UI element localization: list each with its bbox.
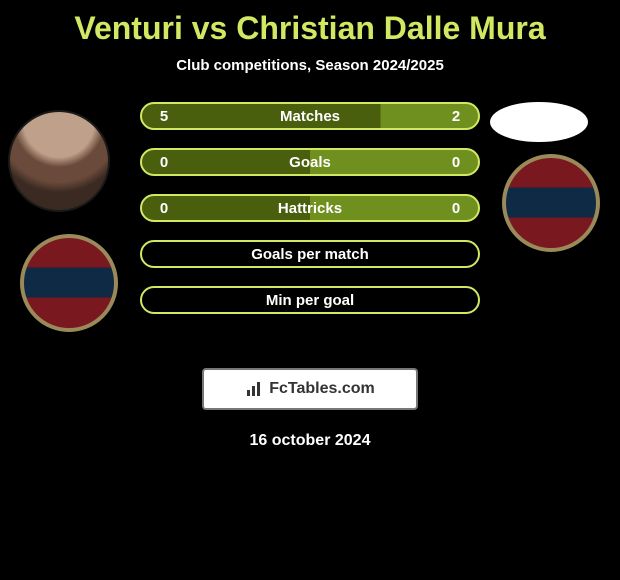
stat-row: 5 Matches 2 — [140, 102, 480, 130]
left-club-badge — [20, 234, 118, 332]
stat-label: Goals — [186, 154, 434, 171]
stat-row: Min per goal — [140, 286, 480, 314]
chart-icon — [245, 380, 263, 398]
branding-text: FcTables.com — [269, 380, 375, 398]
comparison-stage: 5 Matches 2 0 Goals 0 0 Hattricks 0 Goal… — [0, 102, 620, 362]
branding-box: FcTables.com — [202, 368, 418, 410]
right-club-badge — [502, 154, 600, 252]
stat-bars: 5 Matches 2 0 Goals 0 0 Hattricks 0 Goal… — [140, 102, 480, 332]
stat-label: Matches — [186, 108, 434, 125]
stat-label: Min per goal — [142, 292, 478, 309]
stat-left-value: 5 — [142, 108, 186, 125]
left-player-photo — [8, 110, 110, 212]
stat-right-value: 0 — [434, 200, 478, 217]
stat-label: Hattricks — [186, 200, 434, 217]
right-player-placeholder — [490, 102, 588, 142]
stat-left-value: 0 — [142, 200, 186, 217]
stat-right-value: 2 — [434, 108, 478, 125]
stat-right-value: 0 — [434, 154, 478, 171]
stat-row: 0 Goals 0 — [140, 148, 480, 176]
stat-row: Goals per match — [140, 240, 480, 268]
stat-left-value: 0 — [142, 154, 186, 171]
subtitle: Club competitions, Season 2024/2025 — [0, 57, 620, 74]
stat-label: Goals per match — [142, 246, 478, 263]
stat-row: 0 Hattricks 0 — [140, 194, 480, 222]
page-title: Venturi vs Christian Dalle Mura — [0, 0, 620, 47]
date-text: 16 october 2024 — [0, 432, 620, 450]
